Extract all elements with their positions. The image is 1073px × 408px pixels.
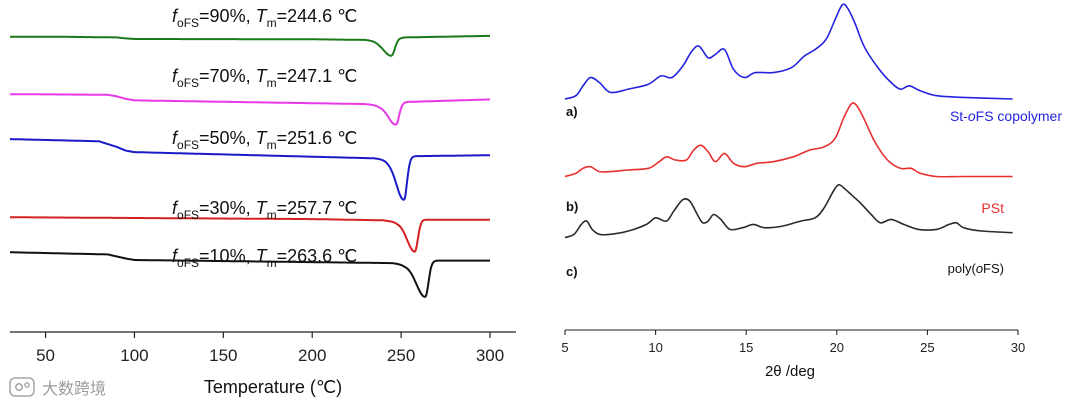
xrd-curve-3 bbox=[564, 183, 1013, 239]
xrd-curve-tag: a) bbox=[566, 104, 578, 119]
dsc-x-axis-title: Temperature (℃) bbox=[204, 377, 342, 397]
dsc-curves bbox=[9, 34, 491, 298]
xrd-curve-2 bbox=[564, 102, 1013, 178]
dsc-x-tick-label: 250 bbox=[387, 346, 415, 365]
xrd-curve-label: St-oFS copolymer bbox=[950, 108, 1062, 124]
xrd-curve-tag: b) bbox=[566, 199, 578, 214]
dsc-x-tick-label: 200 bbox=[298, 346, 326, 365]
dsc-x-tick-label: 300 bbox=[476, 346, 504, 365]
dsc-curve-4 bbox=[9, 216, 491, 253]
dsc-x-ticks: 50 100 150 200 250 300 bbox=[36, 332, 504, 365]
xrd-curve-label: poly(oFS) bbox=[948, 261, 1004, 276]
xrd-curve-labels: St-oFS copolymer PSt poly(oFS) bbox=[948, 108, 1063, 276]
watermark-text: 大数跨境 bbox=[42, 379, 106, 398]
xrd-curve-tags: a) b) c) bbox=[566, 104, 578, 279]
dsc-curve-5 bbox=[9, 251, 491, 298]
dsc-curve-label: foFS=90%, Tm=244.6 ℃ bbox=[172, 6, 357, 30]
xrd-curve-tag: c) bbox=[566, 264, 578, 279]
xrd-x-tick-label: 20 bbox=[830, 340, 844, 355]
xrd-curve-1 bbox=[564, 3, 1013, 100]
dsc-curve-3 bbox=[9, 138, 491, 201]
dsc-curve-label: foFS=30%, Tm=257.7 ℃ bbox=[172, 198, 357, 222]
camera-logo-icon bbox=[9, 377, 35, 397]
xrd-curves bbox=[564, 3, 1013, 239]
dsc-curve-label: foFS=50%, Tm=251.6 ℃ bbox=[172, 128, 357, 152]
dsc-curve-2 bbox=[9, 93, 491, 126]
dsc-x-tick-label: 150 bbox=[209, 346, 237, 365]
dsc-curve-1 bbox=[9, 34, 491, 57]
xrd-panel: 5 10 15 20 25 30 a) b) c) St-oFS copolymer PSt po… bbox=[561, 3, 1063, 380]
dsc-curve-label: foFS=10%, Tm=263.6 ℃ bbox=[172, 246, 357, 270]
xrd-x-tick-label: 10 bbox=[648, 340, 662, 355]
xrd-curve-label: PSt bbox=[981, 200, 1004, 216]
dsc-annotations: foFS=90%, Tm=244.6 ℃ foFS=70%, Tm=247.1 ℃… bbox=[172, 6, 357, 270]
xrd-x-tick-label: 15 bbox=[739, 340, 753, 355]
xrd-x-tick-label: 30 bbox=[1011, 340, 1025, 355]
dsc-x-tick-label: 100 bbox=[120, 346, 148, 365]
xrd-x-tick-label: 5 bbox=[561, 340, 568, 355]
dsc-panel: 50 100 150 200 250 300 foFS=90%, Tm=244.6 ℃fo… bbox=[9, 6, 516, 397]
watermark: 大数跨境 bbox=[9, 377, 106, 398]
xrd-x-axis-title: 2θ /deg bbox=[765, 363, 815, 380]
dsc-curve-label: foFS=70%, Tm=247.1 ℃ bbox=[172, 66, 357, 90]
xrd-x-tick-label: 25 bbox=[920, 340, 934, 355]
xrd-x-ticks: 5 10 15 20 25 30 bbox=[561, 330, 1025, 355]
dsc-x-tick-label: 50 bbox=[36, 346, 55, 365]
